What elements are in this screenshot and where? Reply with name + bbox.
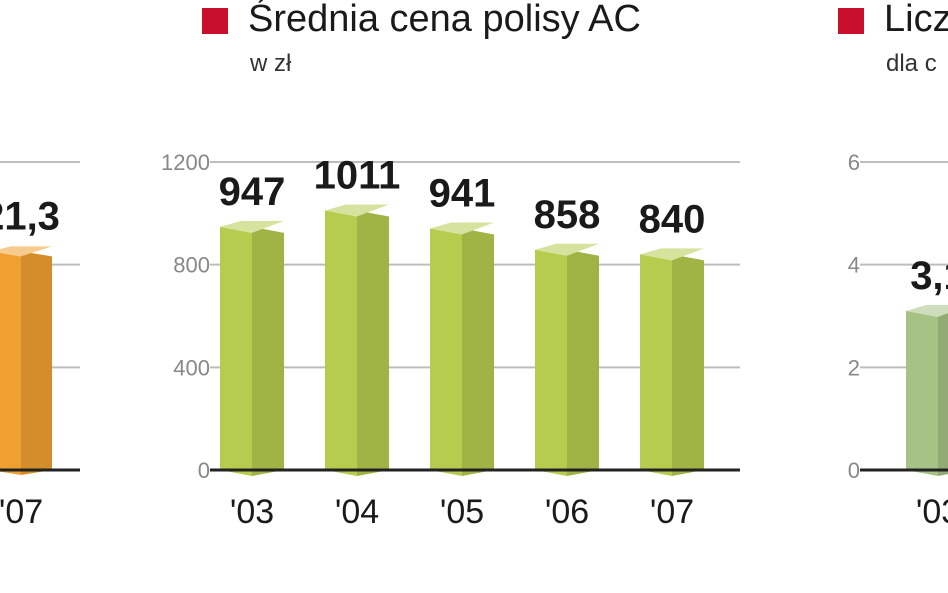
y-tick-label: 4 [848,253,860,278]
legend-square [202,8,228,34]
chart-title: Licz [884,0,948,40]
chart-main-svg: 0 400 800 1200 947 '03 1011 '04 941 '05 858 '06 840 '… [161,150,740,531]
x-tick-label: '03 [916,493,948,531]
y-tick-label: 6 [848,150,860,175]
bar-top [220,220,284,233]
bar-top [535,243,599,256]
bar-side [567,249,599,476]
chart-subtitle: dla c [886,50,937,77]
bar-top [640,248,704,261]
y-tick-label: 2 [848,355,860,380]
value-label: 840 [639,197,706,241]
bar-top [906,304,948,317]
bar-side [357,210,389,476]
bar-side [938,310,948,476]
bar-top [325,204,389,217]
x-tick-label: '03 [230,493,274,531]
chart-title: Średnia cena polisy AC [248,0,641,40]
value-label: 858 [534,193,601,237]
bar [0,246,52,475]
x-tick-label: '07 [0,493,43,531]
y-tick-label: 800 [173,253,210,278]
value-label: 947 [219,170,286,214]
bar [906,304,948,476]
value-label: 941 [429,171,496,215]
chart-subtitle: w zł [250,50,292,77]
y-tick-label: 0 [848,458,860,483]
chart-panel-right: Licz dla c 0 2 4 6 3,1 '03 [800,0,948,593]
bar-front [325,210,357,476]
bar-side [252,226,284,476]
bar [325,204,389,476]
bar-front [430,228,462,476]
chart-panel-main: Średnia cena polisy AC w zł 0 400 800 1200 9… [120,0,800,593]
value-label: 21,3 [0,194,60,238]
chart-panel-left: 21,3 '07 [0,0,110,593]
bar [640,248,704,476]
bar-side [672,254,704,476]
bar-front [535,249,567,476]
bar-front [0,252,21,475]
bar-top [430,222,494,235]
x-tick-label: '04 [335,493,379,531]
bar-front [640,254,672,476]
value-label: 1011 [314,154,401,198]
bar [535,243,599,476]
x-tick-label: '05 [440,493,484,531]
bar-top [0,246,52,257]
x-tick-label: '06 [545,493,589,531]
y-tick-label: 0 [198,458,210,483]
bar-side [21,251,52,475]
chart-left-svg: 21,3 '07 [0,161,80,531]
x-tick-label: '07 [650,493,694,531]
value-label: 3,1 [910,254,948,298]
chart-right-svg: 0 2 4 6 3,1 '03 [848,150,948,531]
y-tick-label: 1200 [161,150,210,175]
bar-front [906,310,938,476]
bar-front [220,226,252,476]
bar [220,220,284,476]
bar-side [462,228,494,476]
legend-square [838,8,864,34]
y-tick-label: 400 [173,355,210,380]
bar [430,222,494,476]
